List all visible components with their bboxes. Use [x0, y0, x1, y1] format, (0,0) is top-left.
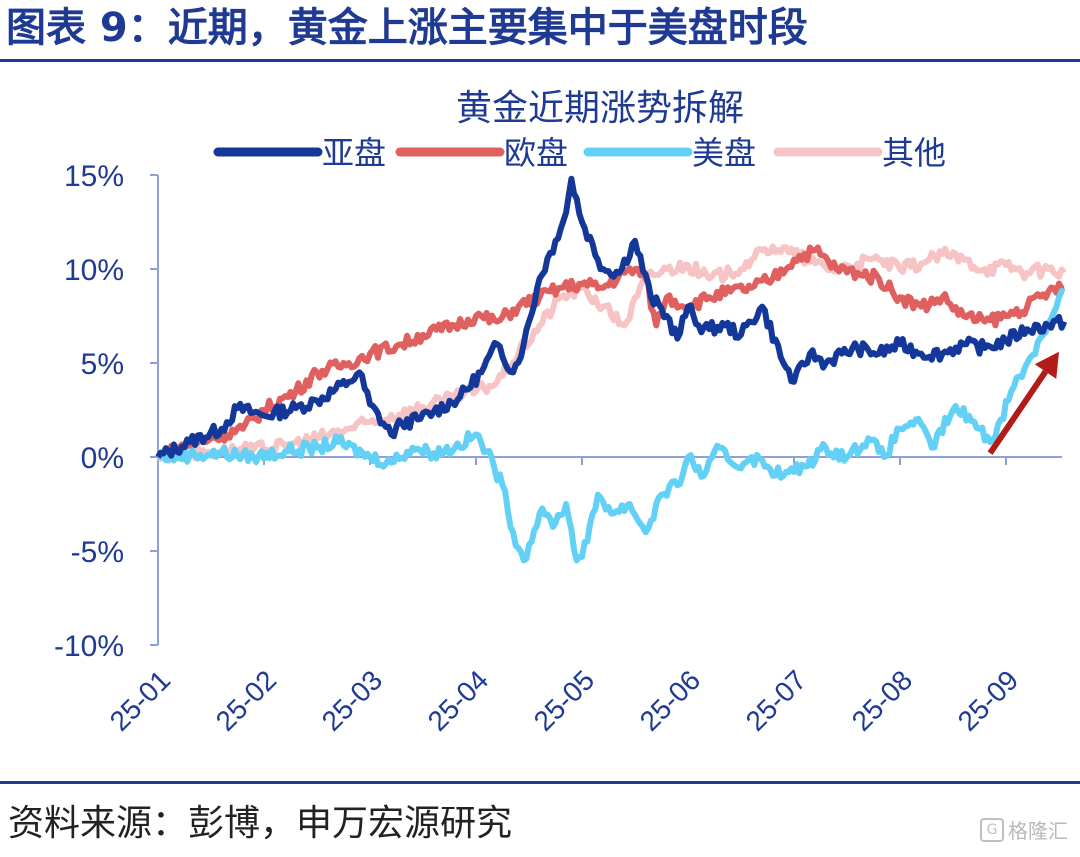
annotation-arrow-head — [1034, 351, 1059, 379]
series-line-1 — [155, 175, 1068, 459]
x-tick-label: 25-07 — [740, 664, 813, 737]
y-tick-label: 5% — [81, 348, 124, 381]
watermark: G 格隆汇 — [980, 815, 1068, 844]
figure-title: 图表 9：近期，黄金上涨主要集中于美盘时段 — [6, 5, 808, 51]
series-line-3 — [157, 288, 1065, 564]
annotation-arrow-shaft — [987, 369, 1049, 455]
series-line-2 — [155, 244, 1066, 463]
x-tick-label: 25-06 — [634, 664, 707, 737]
legend-label-2: 欧盘 — [504, 135, 568, 171]
y-tick-label: 0% — [81, 442, 124, 475]
legend-label-4: 其他 — [882, 135, 946, 171]
annotation-layer — [987, 351, 1059, 455]
footer-rule — [0, 781, 1080, 784]
gold-breakdown-line-chart: 黄金近期涨势拆解 亚盘 欧盘 美盘 其他 15% 10% 5% 0% -5% -10%25-01… — [54, 87, 1068, 737]
chart-legend: 亚盘 欧盘 美盘 其他 — [213, 135, 946, 171]
source-note: 资料来源：彭博，申万宏源研究 — [8, 803, 513, 844]
x-tick-label: 25-04 — [422, 664, 495, 737]
legend-label-3: 美盘 — [692, 135, 756, 171]
y-tick-label: 15% — [64, 160, 124, 193]
series-line-4 — [156, 243, 1067, 464]
x-tick-label: 25-01 — [104, 664, 177, 737]
series-layer — [155, 175, 1068, 564]
x-tick-label: 25-09 — [952, 664, 1025, 737]
x-tick-label: 25-05 — [528, 664, 601, 737]
watermark-logo-icon: G — [980, 817, 1004, 842]
watermark-text: 格隆汇 — [1008, 819, 1068, 843]
x-tick-label: 25-03 — [316, 664, 389, 737]
title-rule — [0, 59, 1080, 62]
x-tick-label: 25-08 — [846, 664, 919, 737]
y-tick-label: -10% — [54, 630, 124, 663]
y-tick-label: -5% — [71, 536, 124, 569]
chart-title: 黄金近期涨势拆解 — [456, 87, 744, 128]
legend-label-1: 亚盘 — [322, 135, 386, 171]
x-tick-label: 25-02 — [210, 664, 283, 737]
y-tick-label: 10% — [64, 254, 124, 287]
